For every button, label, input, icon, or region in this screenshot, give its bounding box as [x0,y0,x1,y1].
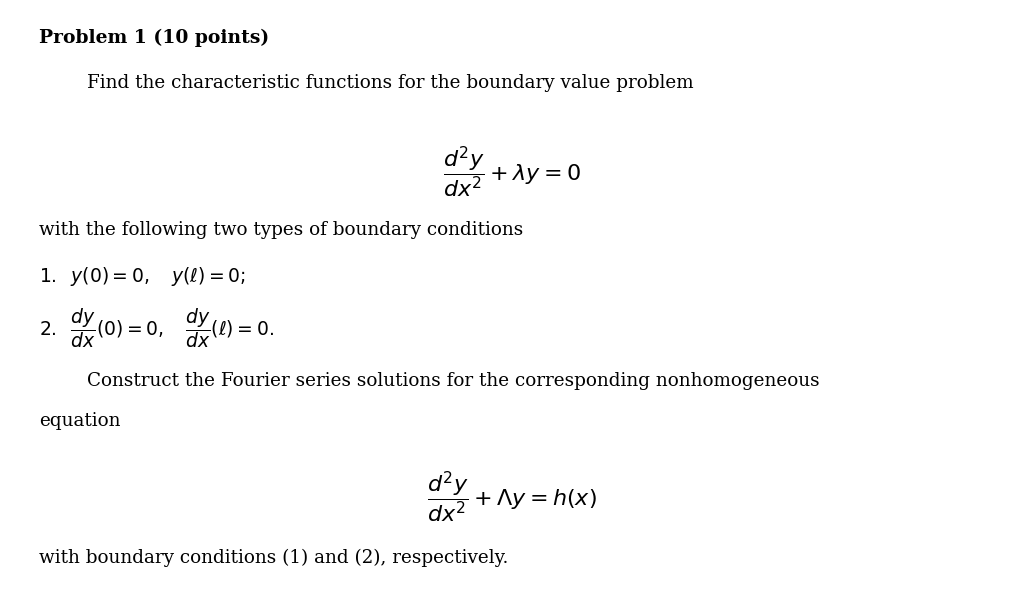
Text: $\dfrac{d^2y}{dx^2} + \Lambda y = h(x)$: $\dfrac{d^2y}{dx^2} + \Lambda y = h(x)$ [427,469,597,525]
Text: Construct the Fourier series solutions for the corresponding nonhomogeneous: Construct the Fourier series solutions f… [87,372,819,390]
Text: with boundary conditions (1) and (2), respectively.: with boundary conditions (1) and (2), re… [39,548,508,567]
Text: Find the characteristic functions for the boundary value problem: Find the characteristic functions for th… [87,74,693,92]
Text: equation: equation [39,412,121,430]
Text: with the following two types of boundary conditions: with the following two types of boundary… [39,221,523,240]
Text: Problem 1 (10 points): Problem 1 (10 points) [39,29,269,47]
Text: $2.\;\; \dfrac{dy}{dx}(0) = 0, \quad \dfrac{dy}{dx}(\ell) = 0.$: $2.\;\; \dfrac{dy}{dx}(0) = 0, \quad \df… [39,306,273,350]
Text: $\dfrac{d^2y}{dx^2} + \lambda y = 0$: $\dfrac{d^2y}{dx^2} + \lambda y = 0$ [443,145,581,201]
Text: $1.\;\; y(0) = 0, \quad y(\ell) = 0;$: $1.\;\; y(0) = 0, \quad y(\ell) = 0;$ [39,265,246,288]
